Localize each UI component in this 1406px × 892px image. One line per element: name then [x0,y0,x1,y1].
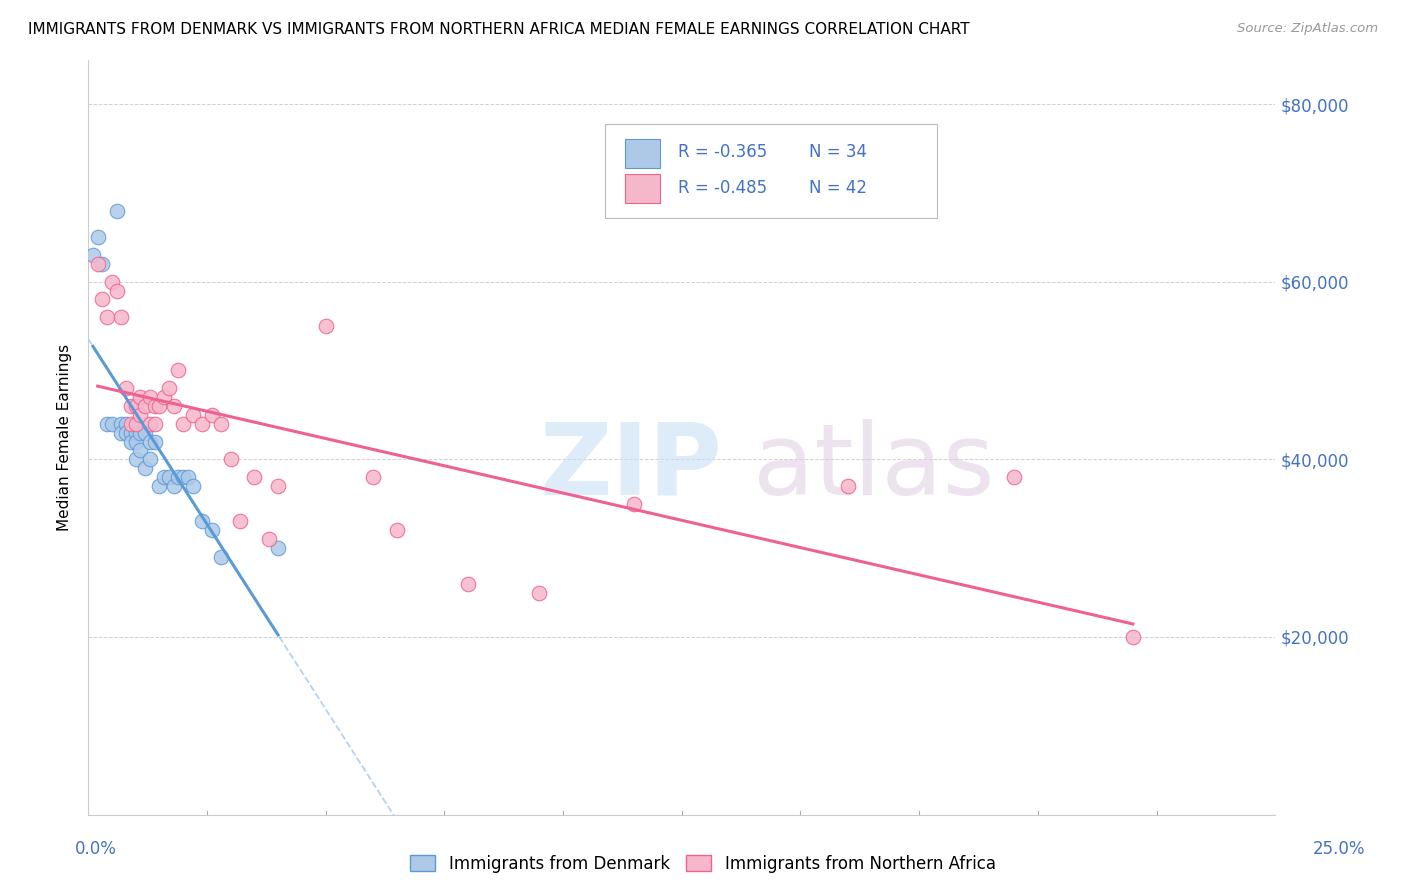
FancyBboxPatch shape [605,124,936,219]
Point [129,443,152,458]
Point [110,417,132,431]
Point [139,390,162,404]
Point [134,425,156,440]
Point [120,399,142,413]
Point [129,408,152,422]
Point [267,541,290,555]
Point [148,479,170,493]
Point [209,549,232,564]
Point [86,230,108,244]
Point [143,399,166,413]
Point [229,515,252,529]
Point [209,417,232,431]
Point [134,461,156,475]
Text: N = 34: N = 34 [808,144,866,161]
Point [267,479,290,493]
Text: Source: ZipAtlas.com: Source: ZipAtlas.com [1237,22,1378,36]
Point [101,417,124,431]
Point [361,470,384,484]
FancyBboxPatch shape [624,139,661,168]
Point [153,390,176,404]
Y-axis label: Median Female Earnings: Median Female Earnings [58,343,72,531]
Point [219,452,242,467]
FancyBboxPatch shape [624,174,661,203]
Point [315,319,337,334]
Point [623,497,645,511]
Point [457,576,479,591]
Point [115,417,138,431]
Legend: Immigrants from Denmark, Immigrants from Northern Africa: Immigrants from Denmark, Immigrants from… [404,848,1002,880]
Point [1002,470,1025,484]
Point [172,417,194,431]
Point [153,470,176,484]
Point [172,470,194,484]
Point [124,425,146,440]
Point [86,257,108,271]
Point [1122,630,1144,644]
Text: R = -0.365: R = -0.365 [678,144,768,161]
Point [201,524,224,538]
Text: 0.0%: 0.0% [75,840,117,858]
Point [115,381,138,395]
Point [177,470,200,484]
Point [129,390,152,404]
Point [120,434,142,449]
Text: atlas: atlas [754,418,994,516]
Point [139,452,162,467]
Point [167,470,190,484]
Point [129,425,152,440]
Point [191,417,214,431]
Point [385,524,408,538]
Point [837,479,859,493]
Point [120,417,142,431]
Point [191,515,214,529]
Point [167,363,190,377]
Point [101,275,124,289]
Point [148,399,170,413]
Point [157,381,180,395]
Point [91,257,114,271]
Point [110,425,132,440]
Point [257,533,280,547]
Text: IMMIGRANTS FROM DENMARK VS IMMIGRANTS FROM NORTHERN AFRICA MEDIAN FEMALE EARNING: IMMIGRANTS FROM DENMARK VS IMMIGRANTS FR… [28,22,970,37]
Text: N = 42: N = 42 [808,179,866,197]
Point [105,203,128,218]
Point [91,293,114,307]
Text: ZIP: ZIP [540,418,723,516]
Point [105,284,128,298]
Point [110,310,132,325]
Point [134,399,156,413]
Point [162,399,184,413]
Point [143,417,166,431]
Text: 25.0%: 25.0% [1312,840,1365,858]
Point [120,425,142,440]
Point [124,399,146,413]
Point [243,470,266,484]
Point [139,434,162,449]
Point [162,479,184,493]
Point [82,248,104,262]
Point [139,417,162,431]
Point [181,479,204,493]
Point [124,452,146,467]
Text: R = -0.485: R = -0.485 [678,179,768,197]
Point [157,470,180,484]
Point [181,408,204,422]
Point [201,408,224,422]
Point [115,425,138,440]
Point [529,585,551,599]
Point [124,417,146,431]
Point [124,434,146,449]
Point [96,310,118,325]
Point [96,417,118,431]
Point [143,434,166,449]
